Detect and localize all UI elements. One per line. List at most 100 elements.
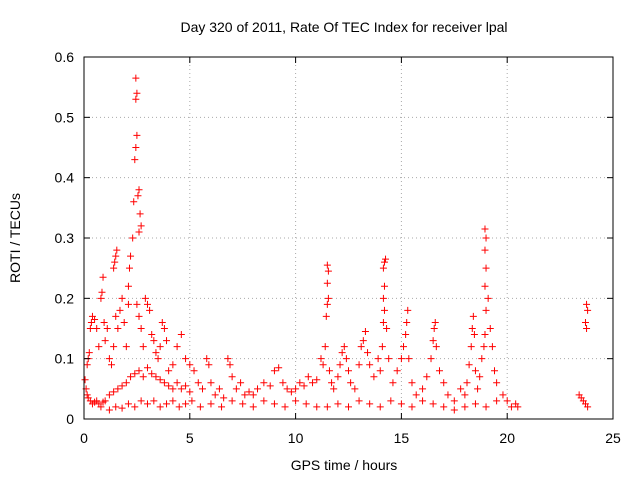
data-point — [482, 306, 490, 314]
data-point — [190, 367, 198, 375]
data-point — [101, 397, 109, 405]
data-point — [481, 282, 489, 290]
data-point — [287, 388, 295, 396]
data-point — [469, 312, 477, 320]
data-point — [120, 318, 128, 326]
data-point — [110, 343, 118, 351]
data-point — [474, 385, 482, 393]
data-point — [444, 391, 452, 399]
data-point — [330, 385, 338, 393]
data-point — [292, 385, 300, 393]
data-point — [440, 403, 448, 411]
data-point — [279, 379, 287, 387]
data-point — [321, 343, 329, 351]
data-point — [245, 388, 253, 396]
data-point — [165, 382, 173, 390]
data-point — [122, 343, 130, 351]
data-point — [325, 367, 333, 375]
data-point — [389, 379, 397, 387]
data-point — [408, 403, 416, 411]
data-point — [397, 400, 405, 408]
x-axis-label: GPS time / hours — [291, 457, 398, 473]
data-point — [124, 282, 132, 290]
data-point — [300, 382, 308, 390]
data-point — [241, 391, 249, 399]
data-point — [93, 325, 101, 332]
data-point — [143, 364, 151, 372]
data-point — [143, 300, 151, 308]
data-point — [186, 361, 194, 369]
data-point — [283, 385, 291, 393]
data-point — [404, 306, 412, 314]
data-point — [281, 403, 289, 411]
data-point — [131, 370, 139, 378]
data-point — [482, 403, 490, 411]
data-point — [471, 367, 479, 375]
data-point — [226, 361, 234, 369]
data-point — [177, 385, 185, 393]
data-point — [429, 337, 437, 345]
data-point — [81, 376, 89, 384]
data-point — [484, 294, 492, 302]
data-point — [275, 364, 283, 372]
data-point — [292, 397, 300, 405]
data-point — [467, 343, 475, 351]
data-point — [403, 318, 411, 326]
data-point — [379, 264, 387, 272]
data-point — [249, 391, 257, 399]
y-tick-label: 0.5 — [55, 109, 75, 125]
y-tick-label: 0.6 — [55, 49, 75, 65]
data-point — [188, 397, 196, 405]
x-tick-label: 10 — [288, 430, 304, 446]
data-point — [110, 388, 118, 396]
data-point — [169, 361, 177, 369]
data-point — [486, 325, 494, 332]
x-tick-label: 15 — [394, 430, 410, 446]
data-point — [148, 370, 156, 378]
data-point — [493, 379, 501, 387]
data-point — [370, 373, 378, 381]
data-point — [488, 343, 496, 351]
data-point — [481, 246, 489, 254]
data-point — [132, 95, 140, 103]
data-point — [182, 355, 190, 363]
data-point — [461, 391, 469, 399]
data-point — [376, 403, 384, 411]
data-point — [345, 403, 352, 411]
y-axis-label: ROTI / TECUs — [7, 193, 23, 283]
data-point — [137, 325, 145, 332]
data-point — [186, 388, 194, 396]
data-point — [113, 246, 121, 254]
y-tick-label: 0.4 — [55, 170, 75, 186]
data-point — [101, 337, 109, 345]
x-axis-ticks: 0 5 10 15 20 25 — [80, 57, 621, 446]
data-point — [86, 325, 94, 332]
data-point — [470, 331, 478, 339]
data-point — [380, 282, 388, 290]
data-point — [476, 373, 484, 381]
data-point — [112, 252, 120, 260]
data-point — [419, 397, 427, 405]
data-point — [218, 403, 226, 411]
data-point — [355, 397, 363, 405]
data-point — [175, 403, 183, 411]
data-point — [249, 403, 257, 411]
data-point — [139, 343, 147, 351]
data-point — [105, 355, 113, 363]
data-point — [124, 400, 132, 408]
data-point — [135, 312, 143, 320]
data-point — [169, 397, 177, 405]
data-point — [400, 343, 408, 351]
data-point — [177, 331, 185, 339]
data-point — [130, 198, 138, 206]
data-point — [112, 312, 120, 320]
data-point — [135, 186, 143, 194]
data-point — [266, 382, 274, 390]
data-point — [194, 379, 202, 387]
data-point — [158, 318, 166, 326]
data-point — [583, 300, 591, 308]
data-point — [402, 331, 410, 339]
data-point — [111, 258, 119, 266]
y-tick-label: 0.2 — [55, 290, 75, 306]
data-point — [156, 376, 164, 384]
